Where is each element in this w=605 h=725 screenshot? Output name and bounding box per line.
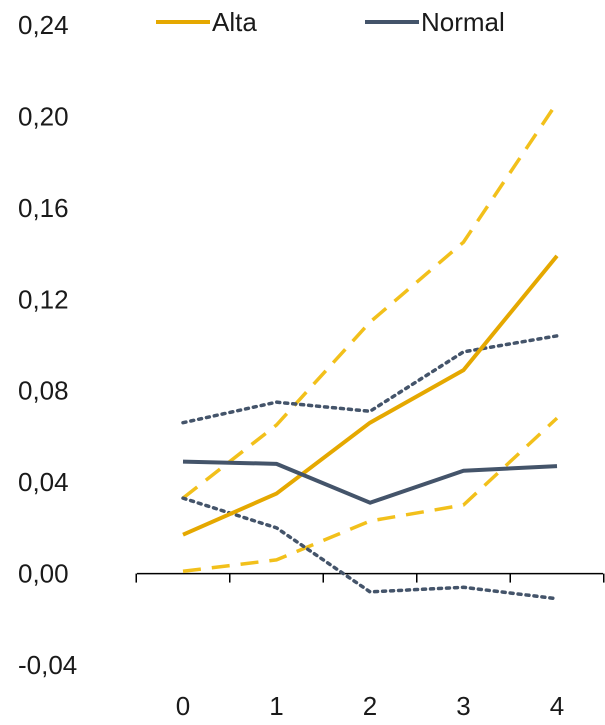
y-tick-label: 0,16 — [18, 193, 69, 223]
series-line-band-dashed-2 — [182, 416, 559, 574]
series-line-band-dashed-1 — [181, 101, 559, 500]
legend: Alta Normal — [156, 7, 505, 37]
series-line-band-dotted-5 — [181, 496, 559, 601]
x-tick-label: 0 — [176, 691, 190, 721]
y-axis-tick-labels: -0,04 0,00 0,04 0,08 0,12 0,16 0,20 0,24 — [18, 10, 77, 680]
x-axis — [135, 572, 605, 583]
y-tick-label: 0,12 — [18, 284, 69, 314]
x-tick-label: 4 — [550, 691, 564, 721]
x-tick-label: 1 — [269, 691, 283, 721]
series-line-alta — [182, 254, 559, 537]
legend-label-alta: Alta — [212, 7, 257, 37]
series-line-band-dotted-4 — [181, 334, 559, 425]
x-tick-label: 3 — [456, 691, 470, 721]
x-axis-tick-labels: 0 1 2 3 4 — [176, 691, 564, 721]
y-tick-label: 0,00 — [18, 559, 69, 589]
series-lines — [181, 101, 559, 601]
y-tick-label: 0,08 — [18, 376, 69, 406]
y-tick-label: 0,04 — [18, 467, 69, 497]
legend-label-normal: Normal — [421, 7, 505, 37]
y-tick-label: -0,04 — [18, 650, 77, 680]
y-tick-label: 0,20 — [18, 101, 69, 131]
series-line-normal — [182, 459, 558, 505]
y-tick-label: 0,24 — [18, 10, 69, 40]
x-tick-label: 2 — [363, 691, 377, 721]
